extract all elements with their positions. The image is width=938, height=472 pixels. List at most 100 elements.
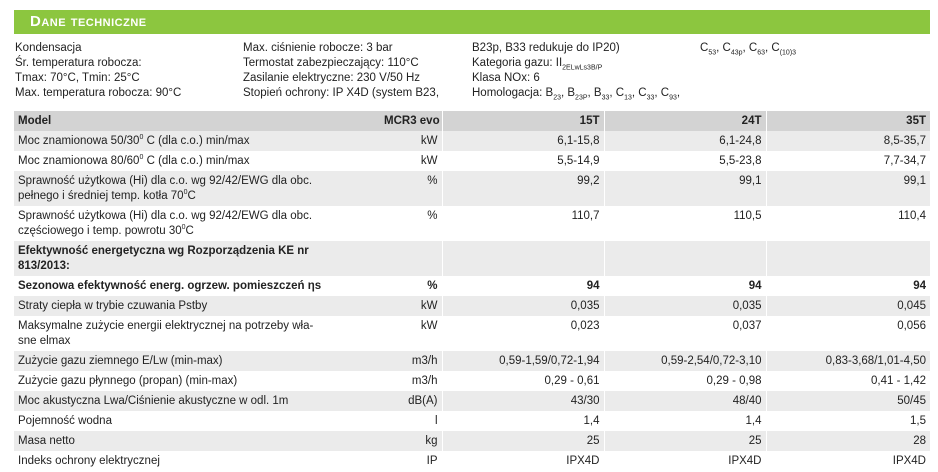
label-line: Sezonowa efektywność energ. ogrzew. pomi… — [18, 279, 376, 294]
small-text: 0 — [181, 223, 186, 231]
table-row: Efektywność energetyczna wg Rozporządzen… — [14, 241, 930, 276]
value: 99,1 — [765, 171, 930, 206]
table-row: Moc akustyczna Lwa/Ciśnienie akustyczne … — [14, 391, 930, 411]
text: , C — [609, 87, 625, 99]
value: 99,2 — [441, 171, 604, 206]
text: Tmax: 70°C, Tmin: 25°C — [15, 72, 140, 84]
text: C — [185, 224, 194, 237]
value: 94 — [603, 276, 766, 296]
table-row: Pojemność wodna l 1,4 1,4 1,5 — [14, 411, 930, 431]
label-line: częściowego i temp. powrotu 300C — [18, 224, 376, 239]
value: 8,5-35,7 — [765, 131, 930, 151]
spec-line: Stopień ochrony: IP X4D (system B23, — [243, 86, 439, 101]
label-line: Sprawność użytkowa (Hi) dla c.o. wg 92/4… — [18, 209, 376, 224]
unit: kW — [420, 319, 438, 332]
value: 50/45 — [765, 391, 930, 411]
header-cell: Model — [14, 111, 380, 131]
text: Zużycie gazu płynnego (propan) (min-max) — [18, 374, 238, 387]
text: Moc znamionowa 50/30 — [18, 134, 140, 147]
label-line: Pojemność wodna — [18, 414, 376, 429]
value: IPX4D — [765, 451, 930, 471]
value: 99,1 — [603, 171, 766, 206]
small-text: 0 — [139, 133, 144, 141]
value: 0,29 - 0,61 — [441, 371, 604, 391]
table-row: Moc znamionowa 80/600 C (dla c.o.) min/m… — [14, 151, 930, 171]
label-line: Moc znamionowa 80/600 C (dla c.o.) min/m… — [18, 154, 376, 169]
unit: kW — [380, 131, 442, 151]
text: , C — [742, 42, 758, 54]
text: B23p, B33 redukuje do IP20) — [472, 42, 620, 54]
value: 0,035 — [441, 296, 604, 316]
header-cell: MCR3 evo — [380, 111, 442, 131]
small-text: 93 — [669, 94, 677, 102]
text: Termostat zabezpieczający: 110°C — [243, 57, 419, 69]
label-line: Moc akustyczna Lwa/Ciśnienie akustyczne … — [18, 394, 376, 409]
spec-line: B23p, B33 redukuje do IP20) — [472, 41, 680, 56]
value: 0,037 — [603, 316, 766, 351]
text: C (dla c.o.) min/max — [143, 154, 250, 167]
row-label: Zużycie gazu płynnego (propan) (min-max) — [14, 371, 380, 391]
value: 0,023 — [441, 316, 604, 351]
text: Maksymalne zużycie energii elektrycznej … — [18, 319, 314, 332]
text: Efektywność energetyczna wg Rozporządzen… — [18, 244, 309, 257]
table-row: Indeks ochrony elektrycznej IP IPX4D IPX4D I… — [14, 451, 930, 471]
text: C — [187, 189, 196, 202]
small-text: 13 — [624, 94, 632, 102]
text: Sezonowa efektywność energ. ogrzew. pomi… — [18, 279, 322, 292]
table-row: Maksymalne zużycie energii elektrycznej … — [14, 316, 930, 351]
table-row: Moc znamionowa 50/300 C (dla c.o.) min/m… — [14, 131, 930, 151]
small-text: 63 — [757, 49, 765, 57]
value: 5,5-23,8 — [603, 151, 766, 171]
spec-column: B23p, B33 redukuje do IP20) Kategoria gaz… — [472, 41, 680, 101]
small-text: 53 — [708, 49, 717, 57]
value: 1,4 — [441, 411, 604, 431]
small-text: 0 — [183, 188, 188, 196]
label-line: Sprawność użytkowa (Hi) dla c.o. wg 92/4… — [18, 174, 376, 189]
value: 7,7-34,7 — [765, 151, 930, 171]
text: Pojemność wodna — [18, 414, 112, 427]
text: Sprawność użytkowa (Hi) dla c.o. wg 92/4… — [18, 209, 313, 222]
unit: IP — [426, 454, 438, 467]
value: IPX4D — [441, 451, 604, 471]
value: 110,4 — [765, 206, 930, 241]
text: Zużycie gazu ziemnego E/Lw (min-max) — [18, 354, 223, 367]
small-text: 2ELwLs3B/P — [562, 64, 603, 72]
header-bar: Dane techniczne — [14, 10, 930, 34]
unit: % — [427, 209, 438, 222]
label-line: Zużycie gazu ziemnego E/Lw (min-max) — [18, 354, 376, 369]
text: Zasilanie elektryczne: 230 V/50 Hz — [243, 72, 421, 84]
value: 1,4 — [603, 411, 766, 431]
unit: kg — [380, 431, 442, 451]
text: Kategoria gazu: II — [472, 57, 563, 69]
header-cell: 15T — [441, 111, 604, 131]
unit: kW — [420, 154, 438, 167]
spec-line: C53, C43p, C63, C(10)3 — [700, 41, 796, 56]
table-row: Sezonowa efektywność energ. ogrzew. pomi… — [14, 276, 930, 296]
value: 0,83-3,68/1,01-4,50 — [765, 351, 930, 371]
text: , — [676, 87, 681, 99]
spec-table: Model MCR3 evo 15T 24T 35T Moc znamionowa 50/… — [14, 111, 930, 471]
value: 6,1-15,8 — [441, 131, 604, 151]
row-label: Moc znamionowa 50/300 C (dla c.o.) min/m… — [14, 131, 380, 151]
value — [603, 241, 766, 276]
spec-line: Klasa NOx: 6 — [472, 71, 680, 86]
value: 0,035 — [603, 296, 766, 316]
label-line: 813/2013: — [18, 259, 376, 274]
value: 48/40 — [603, 391, 766, 411]
small-text: 43p — [730, 49, 743, 57]
spec-line: Homologacja: B23, B23P, B33, C13, C33, C… — [472, 86, 680, 101]
label-line: sne elmax — [18, 334, 376, 349]
text: , C — [631, 87, 647, 99]
text: Homologacja: B — [472, 87, 554, 99]
label-line: Masa netto — [18, 434, 376, 449]
header-cell: 35T — [765, 111, 930, 131]
text: , C — [654, 87, 670, 99]
text: Kondensacja — [15, 42, 82, 54]
label-line: Maksymalne zużycie energii elektrycznej … — [18, 319, 376, 334]
row-label: Moc znamionowa 80/600 C (dla c.o.) min/m… — [14, 151, 380, 171]
text: Sprawność użytkowa (Hi) dla c.o. wg 92/4… — [18, 174, 313, 187]
text: 813/2013: — [18, 259, 70, 272]
small-text: 0 — [139, 153, 144, 161]
text: Moc znamionowa 80/60 — [18, 154, 140, 167]
